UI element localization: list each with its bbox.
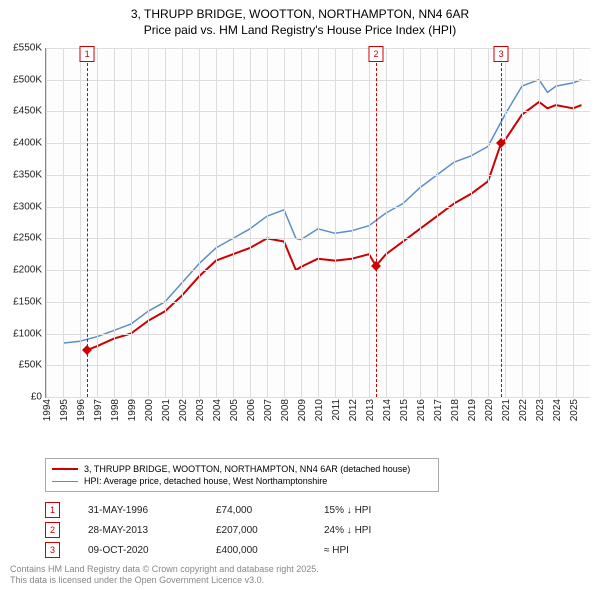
y-tick-label: £50K xyxy=(19,360,42,371)
x-tick-label: 2020 xyxy=(484,399,495,421)
x-tick-label: 2025 xyxy=(569,399,580,421)
x-tick-label: 2019 xyxy=(467,399,478,421)
plot-area: £0£50K£100K£150K£200K£250K£300K£350K£400… xyxy=(45,48,590,398)
x-tick-label: 2011 xyxy=(331,399,342,421)
y-tick-label: £0 xyxy=(31,392,42,403)
footer: Contains HM Land Registry data © Crown c… xyxy=(10,564,319,587)
title-line-1: 3, THRUPP BRIDGE, WOOTTON, NORTHAMPTON, … xyxy=(0,6,600,22)
event-line xyxy=(501,48,502,397)
x-tick-label: 2016 xyxy=(416,399,427,421)
legend-row: 3, THRUPP BRIDGE, WOOTTON, NORTHAMPTON, … xyxy=(52,463,432,475)
events-table: 1 31-MAY-1996 £74,000 15% ↓ HPI 2 28-MAY-2013… xyxy=(45,500,424,560)
event-row: 1 31-MAY-1996 £74,000 15% ↓ HPI xyxy=(45,500,424,520)
legend-swatch xyxy=(52,481,78,482)
x-tick-label: 1994 xyxy=(42,399,53,421)
x-tick-label: 2007 xyxy=(263,399,274,421)
y-tick-label: £450K xyxy=(13,106,42,117)
x-tick-label: 1998 xyxy=(110,399,121,421)
y-tick-label: £350K xyxy=(13,169,42,180)
event-row-badge: 3 xyxy=(45,542,60,558)
y-tick-label: £100K xyxy=(13,328,42,339)
chart-title: 3, THRUPP BRIDGE, WOOTTON, NORTHAMPTON, … xyxy=(0,0,600,38)
x-tick-label: 2014 xyxy=(382,399,393,421)
x-tick-label: 1996 xyxy=(76,399,87,421)
footer-line-2: This data is licensed under the Open Gov… xyxy=(10,575,319,586)
legend-row: HPI: Average price, detached house, West… xyxy=(52,475,432,487)
y-tick-label: £550K xyxy=(13,43,42,54)
x-tick-label: 2002 xyxy=(178,399,189,421)
event-line xyxy=(376,48,377,397)
x-tick-label: 2015 xyxy=(399,399,410,421)
event-delta: 24% ↓ HPI xyxy=(324,525,424,536)
x-tick-label: 2004 xyxy=(212,399,223,421)
event-delta: 15% ↓ HPI xyxy=(324,505,424,516)
y-tick-label: £500K xyxy=(13,74,42,85)
x-tick-label: 2021 xyxy=(501,399,512,421)
y-tick-label: £150K xyxy=(13,296,42,307)
legend-label: HPI: Average price, detached house, West… xyxy=(84,476,327,486)
y-tick-label: £400K xyxy=(13,138,42,149)
footer-line-1: Contains HM Land Registry data © Crown c… xyxy=(10,564,319,575)
legend-label: 3, THRUPP BRIDGE, WOOTTON, NORTHAMPTON, … xyxy=(84,464,410,474)
chart: £0£50K£100K£150K£200K£250K£300K£350K£400… xyxy=(45,48,590,418)
x-tick-label: 2022 xyxy=(518,399,529,421)
event-price: £207,000 xyxy=(216,525,296,536)
event-price: £400,000 xyxy=(216,545,296,556)
event-row: 2 28-MAY-2013 £207,000 24% ↓ HPI xyxy=(45,520,424,540)
x-tick-label: 2006 xyxy=(246,399,257,421)
y-tick-label: £300K xyxy=(13,201,42,212)
title-line-2: Price paid vs. HM Land Registry's House … xyxy=(0,22,600,38)
event-badge: 2 xyxy=(368,46,383,62)
event-delta: ≈ HPI xyxy=(324,545,424,556)
y-tick-label: £250K xyxy=(13,233,42,244)
x-tick-label: 2005 xyxy=(229,399,240,421)
x-tick-label: 1997 xyxy=(93,399,104,421)
legend-swatch xyxy=(52,468,78,470)
event-price: £74,000 xyxy=(216,505,296,516)
event-row: 3 09-OCT-2020 £400,000 ≈ HPI xyxy=(45,540,424,560)
x-tick-label: 1995 xyxy=(59,399,70,421)
legend: 3, THRUPP BRIDGE, WOOTTON, NORTHAMPTON, … xyxy=(45,458,439,492)
x-tick-label: 2017 xyxy=(433,399,444,421)
y-tick-label: £200K xyxy=(13,265,42,276)
x-tick-label: 2009 xyxy=(297,399,308,421)
x-tick-label: 2010 xyxy=(314,399,325,421)
event-row-badge: 1 xyxy=(45,502,60,518)
event-date: 31-MAY-1996 xyxy=(88,505,188,516)
event-row-badge: 2 xyxy=(45,522,60,538)
x-tick-label: 2001 xyxy=(161,399,172,421)
x-tick-label: 2024 xyxy=(552,399,563,421)
event-date: 28-MAY-2013 xyxy=(88,525,188,536)
event-badge: 1 xyxy=(80,46,95,62)
x-tick-label: 2008 xyxy=(280,399,291,421)
event-date: 09-OCT-2020 xyxy=(88,545,188,556)
x-tick-label: 2012 xyxy=(348,399,359,421)
x-tick-label: 2000 xyxy=(144,399,155,421)
x-tick-label: 2013 xyxy=(365,399,376,421)
event-badge: 3 xyxy=(494,46,509,62)
x-tick-label: 1999 xyxy=(127,399,138,421)
series-line xyxy=(63,80,582,343)
x-tick-label: 2023 xyxy=(535,399,546,421)
x-tick-label: 2003 xyxy=(195,399,206,421)
x-tick-label: 2018 xyxy=(450,399,461,421)
